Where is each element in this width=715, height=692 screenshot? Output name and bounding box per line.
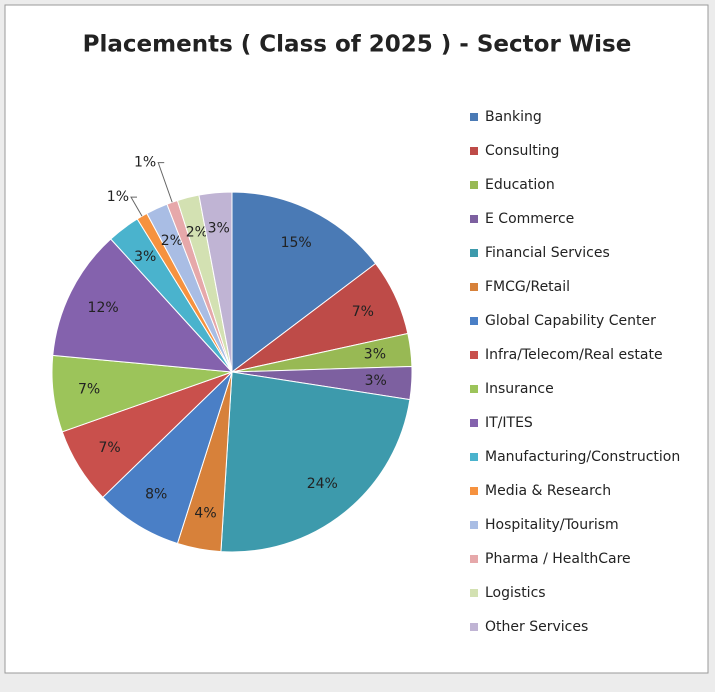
legend-label: Consulting xyxy=(485,143,559,159)
legend-label: IT/ITES xyxy=(485,415,533,431)
legend-swatch xyxy=(470,113,478,121)
data-label: 1% xyxy=(107,189,129,205)
legend-swatch xyxy=(470,623,478,631)
legend-label: Logistics xyxy=(485,585,546,601)
data-label: 3% xyxy=(134,249,156,265)
leader-line xyxy=(130,196,143,217)
legend-swatch xyxy=(470,589,478,597)
pie-slice xyxy=(231,191,377,374)
legend-label: E Commerce xyxy=(485,211,574,227)
legend-label: Hospitality/Tourism xyxy=(485,517,619,533)
legend-swatch xyxy=(470,181,478,189)
data-label: 3% xyxy=(365,373,387,389)
data-label: 15% xyxy=(281,235,312,251)
chart-title: Placements ( Class of 2025 ) - Sector Wi… xyxy=(83,32,632,58)
legend-swatch xyxy=(470,385,478,393)
pie-slice xyxy=(52,238,234,373)
legend-swatch xyxy=(470,249,478,257)
data-label: 2% xyxy=(186,224,208,240)
legend-label: Manufacturing/Construction xyxy=(485,449,680,465)
data-label: 7% xyxy=(98,440,120,456)
legend-label: Infra/Telecom/Real estate xyxy=(485,347,663,363)
data-label: 2% xyxy=(161,233,183,249)
legend-label: Media & Research xyxy=(485,483,611,499)
legend-label: Education xyxy=(485,177,555,193)
pie-slice xyxy=(220,371,411,553)
legend-label: Insurance xyxy=(485,381,554,397)
legend-swatch xyxy=(470,453,478,461)
legend-label: Global Capability Center xyxy=(485,313,656,329)
legend-swatch xyxy=(470,317,478,325)
data-label: 3% xyxy=(208,221,230,237)
data-label: 1% xyxy=(134,155,156,171)
data-label: 7% xyxy=(78,382,100,398)
leader-line xyxy=(157,162,173,203)
legend-label: Financial Services xyxy=(485,245,610,261)
data-label: 7% xyxy=(352,304,374,320)
legend-swatch xyxy=(470,521,478,529)
legend-label: FMCG/Retail xyxy=(485,279,570,295)
data-label: 8% xyxy=(145,486,167,502)
data-label: 4% xyxy=(194,506,216,522)
legend-label: Banking xyxy=(485,109,542,125)
pie-slice xyxy=(198,191,233,373)
legend-swatch xyxy=(470,147,478,155)
data-label: 3% xyxy=(364,346,386,362)
legend-label: Other Services xyxy=(485,619,588,635)
legend-label: Pharma / HealthCare xyxy=(485,551,631,567)
legend-swatch xyxy=(470,487,478,495)
data-label: 12% xyxy=(88,300,119,316)
legend-swatch xyxy=(470,215,478,223)
data-label: 24% xyxy=(307,476,338,492)
legend-swatch xyxy=(470,419,478,427)
legend-swatch xyxy=(470,555,478,563)
legend-swatch xyxy=(470,351,478,359)
legend-swatch xyxy=(470,283,478,291)
